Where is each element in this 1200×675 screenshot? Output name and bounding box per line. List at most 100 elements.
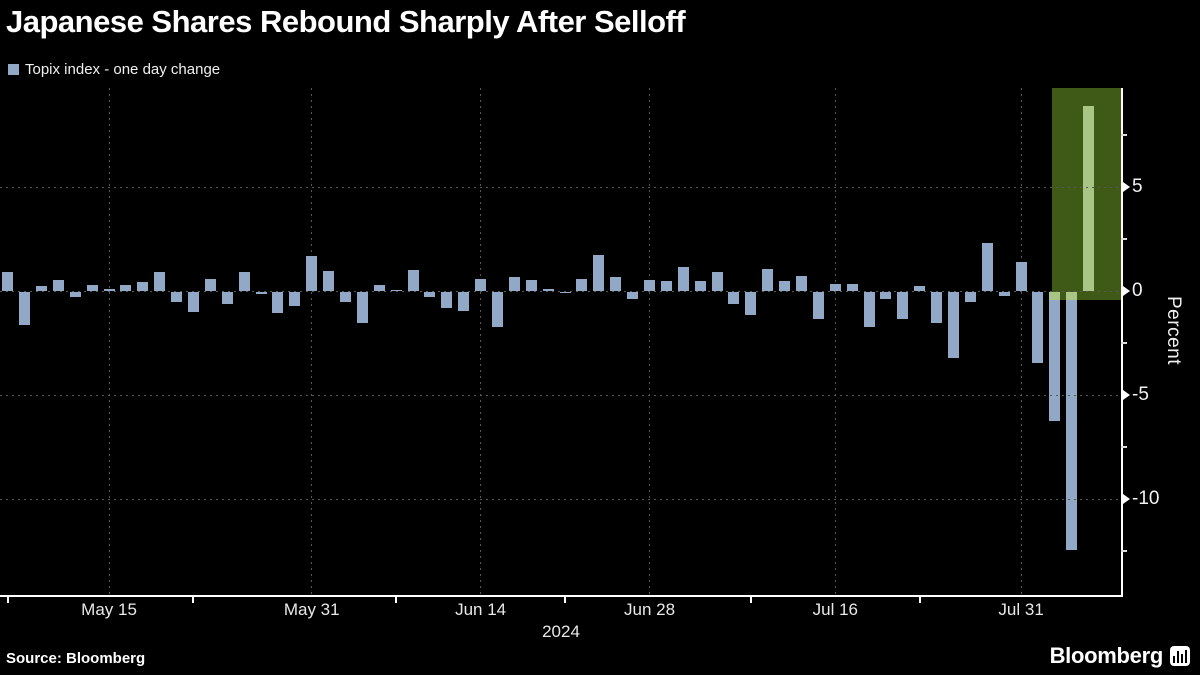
x-gridline: [649, 88, 651, 595]
bar-jul-8: [745, 292, 757, 315]
bar-jun-10: [407, 270, 419, 291]
x-minor-tick: [918, 597, 921, 603]
x-tick-label: May 15: [81, 600, 137, 619]
y-gridline: [0, 291, 1121, 292]
bar-may-23: [204, 278, 216, 291]
bar-jul-29: [981, 243, 993, 291]
y-tick-label: 5: [1132, 176, 1143, 198]
y-tick-label: 0: [1132, 280, 1143, 301]
bar-jul-22: [897, 292, 909, 319]
y-major-tick: [1123, 493, 1130, 504]
legend: Topix index - one day change: [8, 61, 220, 78]
y-minor-tick: [1121, 238, 1127, 241]
x-minor-tick: [395, 597, 398, 603]
bloomberg-logo: Bloomberg: [1050, 643, 1190, 669]
x-gridline: [480, 88, 482, 595]
bar-may-22: [187, 292, 199, 312]
bar-may-9: [35, 285, 47, 291]
y-major-tick: [1123, 182, 1130, 193]
bar-jul-12: [812, 292, 824, 319]
bar-jul-31: [1015, 261, 1027, 291]
bar-jun-7: [390, 289, 402, 291]
y-tick-label: -5: [1132, 383, 1149, 405]
x-axis-line: [0, 595, 1123, 597]
bar-jul-23: [914, 285, 926, 291]
bar-jun-25: [593, 254, 605, 291]
x-gridline: [108, 88, 110, 595]
bar-jul-25: [948, 292, 960, 359]
x-tick-label: Jun 28: [623, 600, 676, 619]
y-axis-title: Percent: [1163, 296, 1184, 365]
bar-jun-19: [525, 279, 537, 291]
bar-aug-5: [1066, 292, 1078, 550]
y-major-tick: [1123, 389, 1130, 400]
bar-may-31: [306, 255, 318, 291]
bloomberg-wordmark: Bloomberg: [1049, 643, 1164, 668]
x-tick-label: Jul 16: [812, 600, 858, 619]
bar-jun-14: [475, 278, 487, 291]
bar-jul-16: [829, 283, 841, 291]
bar-aug-1: [1032, 292, 1044, 363]
bar-aug-2: [1049, 292, 1061, 421]
bar-jun-26: [610, 277, 622, 291]
y-minor-tick: [1121, 134, 1127, 137]
bar-jun-21: [559, 292, 571, 294]
bar-jul-18: [863, 292, 875, 328]
bar-may-17: [137, 281, 149, 291]
bar-jun-27: [627, 292, 639, 300]
bar-jul-3: [694, 280, 706, 291]
chart-title: Japanese Shares Rebound Sharply After Se…: [6, 4, 686, 39]
bar-jun-18: [508, 277, 520, 291]
bar-may-13: [69, 292, 81, 298]
bar-may-14: [86, 284, 98, 291]
highlighted-bar-segment: [1066, 292, 1078, 301]
legend-label: Topix index - one day change: [25, 61, 221, 78]
bar-jun-20: [542, 288, 554, 291]
bar-may-21: [171, 292, 183, 303]
bar-jul-30: [998, 292, 1010, 297]
source-note: Source: Bloomberg: [6, 650, 146, 667]
bar-may-7: [2, 272, 14, 291]
x-gridline: [834, 88, 836, 595]
bar-jul-26: [964, 292, 976, 303]
bar-may-24: [221, 292, 233, 305]
bar-may-15: [103, 288, 115, 291]
legend-swatch-icon: [8, 64, 19, 75]
x-minor-tick: [564, 597, 567, 603]
bar-jul-2: [677, 267, 689, 291]
x-tick-label: May 31: [283, 600, 340, 619]
bar-jun-12: [441, 292, 453, 308]
bloomberg-terminal-icon: [1170, 646, 1190, 666]
bar-jun-3: [323, 271, 335, 291]
bar-may-28: [255, 292, 267, 295]
x-gridline: [311, 88, 313, 595]
bar-jun-6: [373, 284, 385, 291]
y-major-tick: [1123, 286, 1130, 296]
bar-jul-1: [660, 280, 672, 291]
bar-jun-5: [356, 292, 368, 324]
bar-jul-24: [931, 292, 943, 324]
y-tick-label: -10: [1132, 487, 1160, 509]
y-gridline: [0, 394, 1121, 396]
highlighted-bar-segment: [1083, 106, 1095, 291]
x-minor-tick: [6, 597, 9, 603]
bar-may-20: [154, 272, 166, 291]
bar-may-16: [120, 284, 132, 291]
bar-jul-9: [762, 269, 774, 291]
bar-jul-4: [711, 272, 723, 291]
y-gridline: [0, 498, 1121, 500]
bar-jun-17: [492, 292, 503, 328]
bar-may-29: [272, 292, 284, 313]
bar-may-8: [19, 292, 31, 326]
y-minor-tick: [1121, 341, 1127, 344]
bar-jul-10: [779, 280, 791, 291]
y-gridline: [0, 187, 1121, 189]
x-tick-label: Jun 14: [455, 600, 507, 619]
bar-jun-24: [576, 278, 588, 291]
highlighted-bar-segment: [1049, 292, 1061, 301]
bar-jun-4: [340, 292, 351, 303]
bar-may-27: [238, 272, 250, 291]
bar-jul-5: [728, 292, 740, 305]
